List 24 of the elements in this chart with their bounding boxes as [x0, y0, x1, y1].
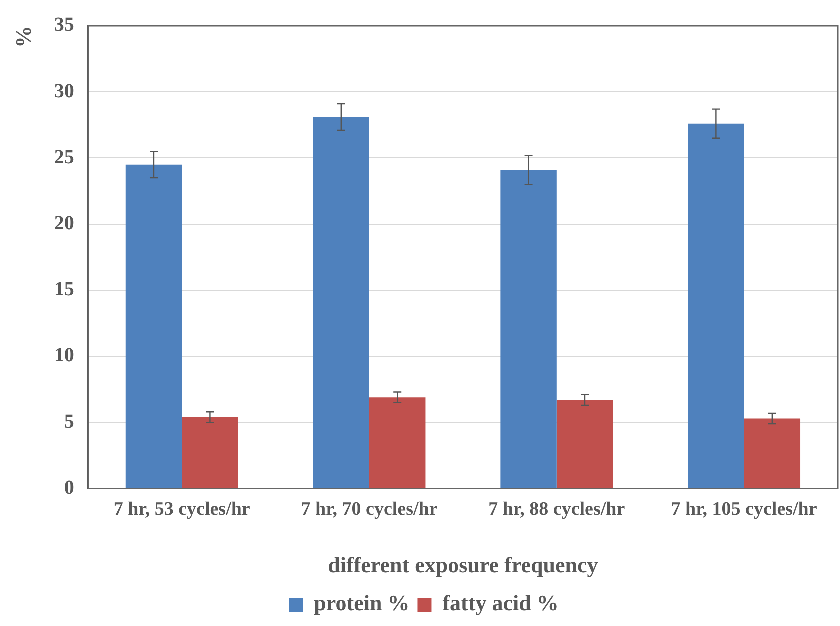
- legend-label: fatty acid %: [442, 590, 559, 616]
- bar: [744, 418, 801, 488]
- y-tick-label: 25: [54, 146, 74, 168]
- bar: [126, 164, 182, 488]
- x-tick-label: 7 hr, 70 cycles/hr: [301, 499, 438, 520]
- y-tick-label: 5: [64, 410, 74, 433]
- y-axis-title: %: [10, 26, 36, 48]
- y-tick-label: 35: [54, 14, 74, 36]
- x-tick-label: 7 hr, 53 cycles/hr: [114, 499, 251, 520]
- bar: [370, 398, 426, 488]
- y-tick-label: 15: [54, 278, 74, 301]
- y-tick-label: 0: [64, 476, 74, 499]
- bar: [182, 417, 238, 488]
- bar: [688, 124, 744, 488]
- bar: [313, 117, 370, 488]
- x-axis-title: different exposure frequency: [328, 552, 598, 578]
- bar: [500, 170, 557, 488]
- legend-label: protein %: [314, 590, 410, 616]
- bar: [556, 400, 614, 488]
- y-tick-label: 20: [54, 212, 74, 235]
- y-tick-label: 10: [54, 344, 74, 367]
- x-tick-label: 7 hr, 105 cycles/hr: [671, 499, 818, 520]
- x-tick-label: 7 hr, 88 cycles/hr: [488, 499, 626, 520]
- y-tick-label: 30: [54, 80, 74, 102]
